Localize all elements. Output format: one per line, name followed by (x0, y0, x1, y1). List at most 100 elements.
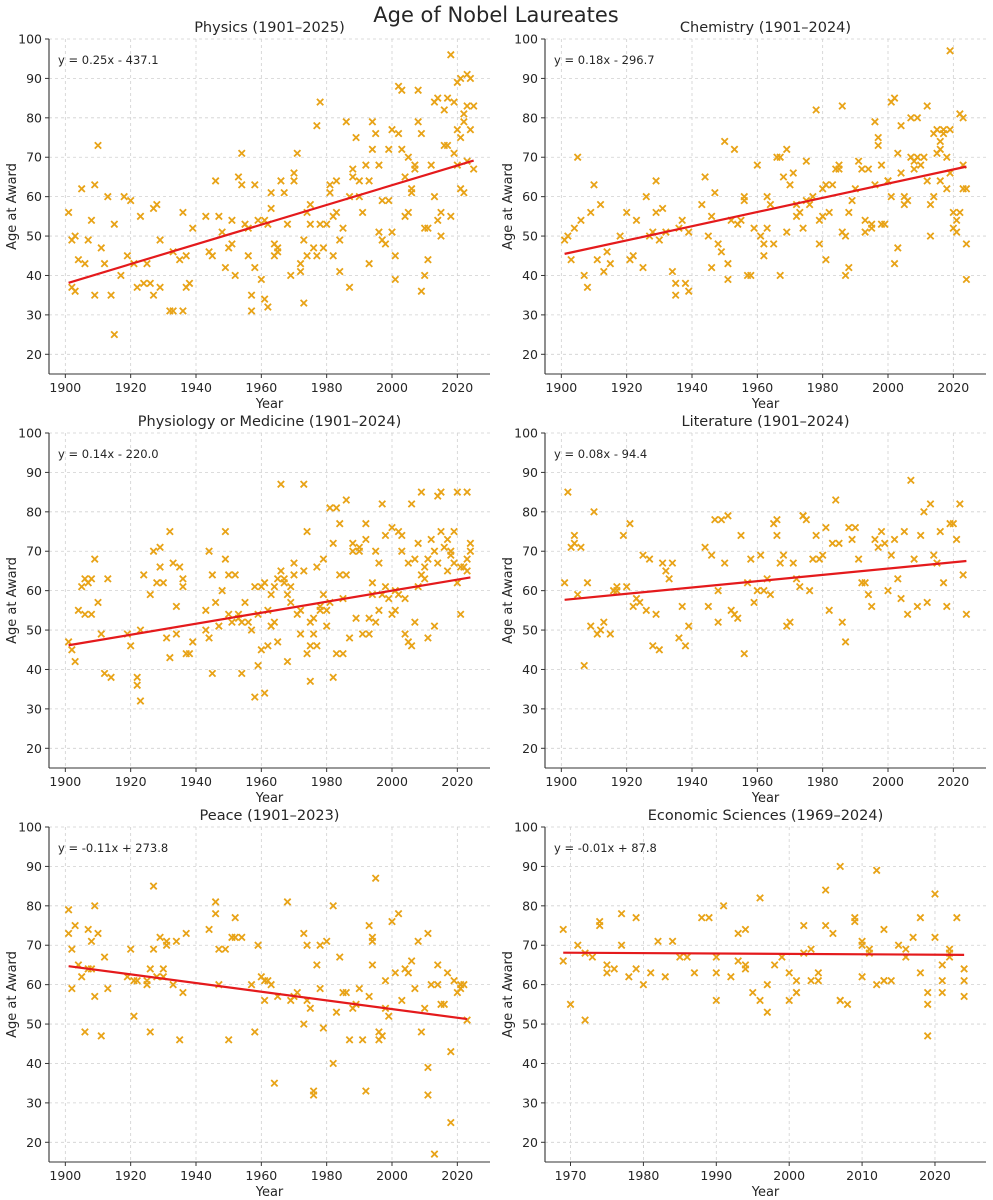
data-point (316, 984, 324, 993)
data-point (828, 180, 837, 189)
data-point (668, 267, 677, 276)
data-point (756, 996, 764, 1005)
panel-title: Literature (1901–2024) (682, 414, 850, 430)
data-point (619, 531, 628, 540)
data-point (901, 945, 910, 954)
data-point (64, 905, 73, 914)
data-point (375, 228, 383, 236)
data-point (559, 957, 568, 965)
data-point (250, 180, 259, 189)
y-tick-label: 100 (514, 32, 538, 47)
data-point (303, 941, 311, 950)
data-point (567, 255, 575, 264)
data-point (215, 212, 223, 221)
y-tick-label: 20 (522, 741, 538, 756)
y-tick-label: 80 (522, 110, 538, 125)
data-point (123, 251, 132, 260)
data-point (221, 945, 230, 954)
data-point (420, 271, 429, 280)
data-point (812, 531, 820, 540)
data-point (712, 996, 721, 1005)
data-point (805, 200, 814, 209)
data-point (384, 196, 393, 205)
data-point (365, 259, 373, 268)
data-point (348, 165, 357, 173)
data-point (622, 582, 631, 591)
y-tick-label: 60 (522, 583, 538, 598)
data-point (463, 555, 471, 563)
data-point (890, 259, 899, 268)
data-point (854, 555, 863, 563)
data-point (577, 216, 585, 225)
data-point (681, 279, 690, 288)
data-point (960, 992, 968, 1001)
data-point (136, 697, 145, 705)
data-point (681, 641, 690, 650)
data-point (273, 638, 282, 646)
data-point (880, 976, 888, 985)
data-point (384, 594, 393, 603)
data-point (404, 968, 413, 977)
y-tick-label: 80 (522, 898, 538, 913)
data-point (920, 153, 928, 162)
data-point (939, 129, 948, 138)
data-point (720, 559, 729, 567)
data-point (814, 968, 823, 977)
trend-line (564, 165, 967, 255)
data-point (719, 901, 728, 910)
data-point (654, 937, 662, 946)
data-point (848, 535, 856, 544)
y-tick-label: 30 (26, 1095, 42, 1110)
data-point (437, 527, 445, 536)
y-tick-label: 100 (18, 426, 42, 441)
x-axis-label: Year (751, 397, 780, 412)
data-point (437, 232, 445, 240)
data-point (394, 909, 403, 918)
data-point (900, 527, 909, 536)
data-point (807, 945, 815, 954)
data-point (662, 567, 670, 575)
data-point (867, 602, 876, 611)
data-point (90, 901, 99, 910)
data-point (283, 898, 292, 906)
data-point (652, 208, 660, 217)
y-tick-label: 70 (26, 544, 42, 559)
panel-title: Peace (1901–2023) (200, 808, 340, 824)
data-point (218, 228, 226, 236)
data-point (668, 559, 677, 567)
data-point (417, 129, 426, 138)
data-point (836, 862, 845, 871)
y-tick-label: 40 (522, 662, 538, 677)
data-point (463, 567, 471, 575)
data-point (420, 574, 429, 583)
data-point (720, 137, 729, 146)
data-point (750, 598, 758, 607)
data-point (290, 169, 298, 177)
data-point (603, 968, 611, 977)
data-point (270, 582, 279, 591)
data-point (923, 988, 932, 997)
data-point (381, 531, 390, 540)
data-point (159, 965, 168, 973)
x-tick-label: 2000 (872, 774, 904, 789)
data-point (146, 279, 155, 288)
y-tick-label: 30 (522, 307, 538, 322)
data-point (424, 555, 432, 563)
data-point (851, 523, 860, 532)
data-point (838, 102, 847, 110)
y-tick-label: 50 (522, 1017, 538, 1032)
x-tick-label: 2020 (441, 774, 473, 789)
data-point (149, 882, 158, 890)
data-point (401, 630, 409, 638)
data-point (440, 543, 449, 552)
data-point (566, 1000, 575, 1009)
data-point (417, 1028, 426, 1036)
data-point (329, 673, 338, 682)
data-point (97, 1032, 106, 1040)
data-point (931, 933, 939, 942)
data-point (326, 504, 334, 512)
data-point (890, 535, 899, 544)
data-point (697, 913, 706, 922)
x-tick-label: 1980 (627, 1168, 659, 1183)
data-point (923, 1000, 932, 1009)
